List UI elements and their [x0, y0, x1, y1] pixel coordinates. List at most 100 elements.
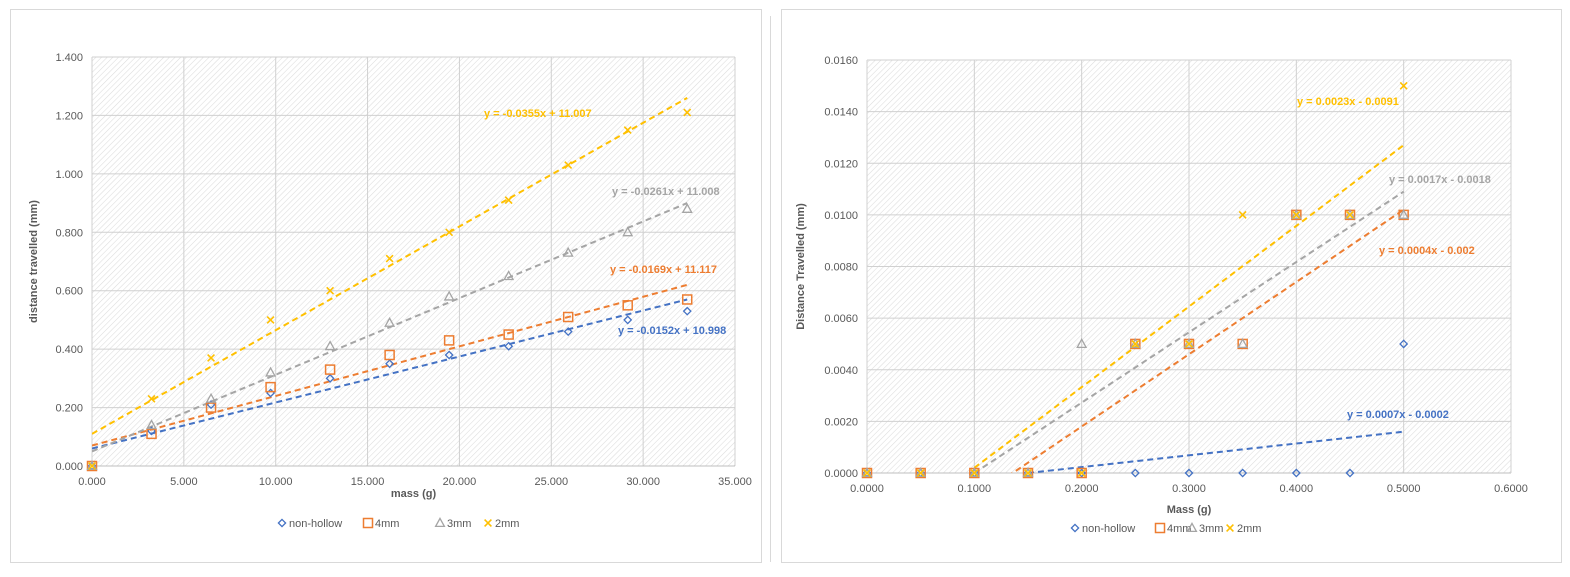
data-point	[503, 329, 514, 340]
y-tick-label: 1.200	[55, 110, 83, 122]
data-point	[205, 392, 217, 403]
data-point	[563, 327, 573, 337]
legend-label: non-hollow	[1082, 523, 1135, 535]
y-tick-label: 0.0140	[824, 107, 858, 119]
data-point	[504, 341, 514, 351]
trendline-equation: y = 0.0007x - 0.0002	[1347, 409, 1449, 421]
data-point	[683, 108, 692, 117]
data-point	[1399, 339, 1409, 349]
trendline-equation: y = 0.0017x - 0.0018	[1389, 174, 1491, 186]
x-tick-label: 0.2000	[1065, 483, 1099, 495]
y-tick-label: 0.800	[55, 227, 83, 239]
legend: non-hollow 4mm 3mm 2mm	[1070, 522, 1261, 535]
x-tick-label: 35.000	[718, 476, 752, 488]
data-point	[88, 462, 96, 470]
chart-right: 0.0000 0.0020 0.0040 0.0060 0.0080 0.0100 0.01…	[795, 55, 1528, 535]
series-3mm	[861, 208, 1410, 478]
data-point	[385, 359, 395, 369]
legend-label: 4mm	[1167, 523, 1191, 535]
data-point	[324, 340, 336, 351]
data-point	[1399, 81, 1408, 90]
trendline-equation: y = -0.0152x + 10.998	[618, 325, 726, 337]
data-point	[1131, 339, 1140, 348]
x-tick-label: 30.000	[626, 476, 660, 488]
legend-marker	[1154, 522, 1166, 534]
data-point	[1345, 468, 1355, 478]
data-point	[1398, 208, 1410, 219]
data-point	[1290, 208, 1302, 219]
data-point	[146, 428, 157, 440]
data-point	[86, 460, 98, 471]
data-point	[622, 300, 633, 311]
y-tick-label: 0.0040	[824, 365, 858, 377]
x-tick-label: 15.000	[351, 476, 385, 488]
y-tick-label: 0.0120	[824, 158, 858, 170]
data-point	[968, 467, 980, 478]
chart-left: 0.000 0.200 0.400 0.600 0.800 1.000 1.200 1.400…	[28, 52, 752, 530]
y-tick-label: 0.0100	[824, 210, 858, 222]
trendlines	[92, 97, 688, 453]
trendline-4mm	[92, 283, 688, 447]
data-point	[562, 311, 574, 323]
trendline-3mm	[973, 190, 1405, 473]
data-point	[265, 366, 277, 377]
y-tick-label: 0.600	[55, 286, 83, 298]
data-point	[146, 419, 158, 430]
data-point	[444, 350, 454, 360]
legend-marker	[1070, 523, 1080, 533]
data-point	[682, 306, 692, 316]
y-tick-label: 0.200	[55, 403, 83, 415]
data-point	[266, 315, 275, 324]
data-point	[445, 228, 454, 237]
data-point	[207, 353, 216, 362]
trendline-4mm	[1010, 208, 1405, 473]
x-tick-label: 0.1000	[958, 483, 992, 495]
trendline-equation: y = 0.0023x - 0.0091	[1297, 96, 1399, 108]
x-tick-label: 0.000	[78, 476, 106, 488]
legend-label: 2mm	[1237, 523, 1261, 535]
x-tick-label: 0.4000	[1280, 483, 1314, 495]
chart-divider	[770, 16, 771, 562]
data-point	[1346, 210, 1354, 219]
y-tick-label: 1.400	[55, 52, 83, 64]
chart-panel-mass-vs-distance: 0.000 0.200 0.400 0.600 0.800 1.000 1.200 1.400…	[0, 0, 770, 577]
data-point	[681, 294, 693, 305]
trendline-3mm	[92, 202, 688, 453]
data-point	[326, 286, 335, 295]
data-point	[1129, 337, 1141, 348]
data-point	[1185, 339, 1193, 348]
data-point	[623, 126, 632, 135]
legend-marker	[434, 517, 446, 528]
chart-panel-mass-vs-distance-small: 0.0000 0.0020 0.0040 0.0060 0.0080 0.0100 0.01…	[771, 0, 1570, 577]
trendlines	[973, 144, 1405, 473]
legend-marker	[277, 518, 287, 528]
data-point	[384, 349, 395, 361]
data-point	[1183, 337, 1195, 348]
trendline-equation: y = -0.0355x + 11.007	[484, 108, 592, 120]
data-point	[863, 469, 871, 477]
data-point	[205, 402, 217, 413]
x-tick-label: 10.000	[259, 476, 293, 488]
data-point	[1022, 467, 1034, 478]
trendline-2mm	[92, 97, 688, 435]
chart-border	[781, 9, 1562, 563]
plot-area	[92, 57, 735, 466]
data-point	[443, 290, 455, 301]
data-point	[385, 254, 394, 263]
data-point	[265, 381, 276, 393]
x-tick-label: 0.6000	[1494, 483, 1528, 495]
data-point	[1238, 468, 1248, 478]
data-point	[443, 335, 455, 346]
chart-border	[10, 9, 762, 563]
x-tick-label: 0.0000	[850, 483, 884, 495]
data-point	[384, 316, 396, 327]
legend-label: 3mm	[447, 518, 471, 530]
data-point	[970, 469, 979, 477]
trendline-equation: y = -0.0169x + 11.117	[610, 264, 717, 276]
series-2mm	[863, 81, 1408, 477]
trendline-non-hollow	[1027, 430, 1404, 473]
legend: non-hollow 4mm 3mm 2mm	[277, 517, 519, 530]
y-tick-label: 0.0000	[824, 468, 858, 480]
data-point	[503, 270, 515, 281]
legend-label: 4mm	[375, 518, 399, 530]
